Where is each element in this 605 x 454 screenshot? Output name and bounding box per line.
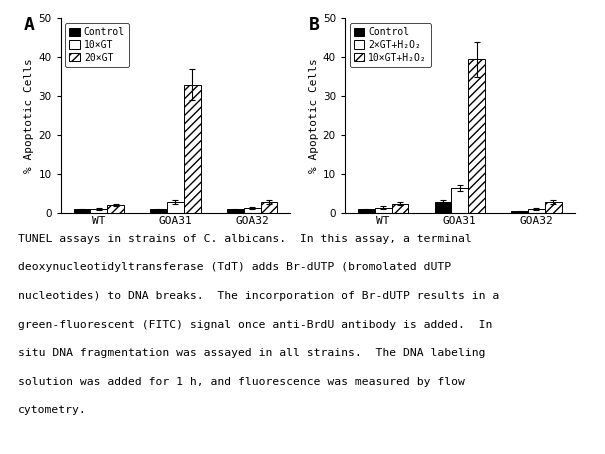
Bar — [434, 202, 451, 213]
Bar — [167, 202, 184, 213]
Bar — [374, 207, 391, 213]
Bar — [468, 59, 485, 213]
Text: situ DNA fragmentation was assayed in all strains.  The DNA labeling: situ DNA fragmentation was assayed in al… — [18, 348, 486, 358]
Text: nucleotides) to DNA breaks.  The incorporation of Br-dUTP results in a: nucleotides) to DNA breaks. The incorpor… — [18, 291, 499, 301]
Legend: Control, 10×GT, 20×GT: Control, 10×GT, 20×GT — [65, 23, 129, 67]
Text: green-fluorescent (FITC) signal once anti-BrdU antibody is added.  In: green-fluorescent (FITC) signal once ant… — [18, 320, 492, 330]
Bar — [511, 212, 528, 213]
Bar — [451, 188, 468, 213]
Text: B: B — [309, 16, 319, 34]
Bar — [528, 209, 545, 213]
Legend: Control, 2×GT+H₂O₂, 10×GT+H₂O₂: Control, 2×GT+H₂O₂, 10×GT+H₂O₂ — [350, 23, 431, 67]
Text: A: A — [24, 16, 35, 34]
Bar — [244, 208, 261, 213]
Bar — [74, 209, 90, 213]
Bar — [227, 209, 244, 213]
Y-axis label: % Apoptotic Cells: % Apoptotic Cells — [24, 59, 34, 173]
Bar — [358, 209, 374, 213]
Bar — [107, 205, 124, 213]
Text: TUNEL assays in strains of C. albicans.  In this assay, a terminal: TUNEL assays in strains of C. albicans. … — [18, 234, 472, 244]
Bar — [184, 84, 201, 213]
Bar — [150, 209, 167, 213]
Text: cytometry.: cytometry. — [18, 405, 87, 415]
Bar — [391, 203, 408, 213]
Text: deoxynucleotidyltransferase (TdT) adds Br-dUTP (bromolated dUTP: deoxynucleotidyltransferase (TdT) adds B… — [18, 262, 451, 272]
Bar — [545, 202, 561, 213]
Bar — [261, 202, 277, 213]
Text: solution was added for 1 h, and fluorescence was measured by flow: solution was added for 1 h, and fluoresc… — [18, 377, 465, 387]
Y-axis label: % Apoptotic Cells: % Apoptotic Cells — [309, 59, 318, 173]
Bar — [90, 209, 107, 213]
